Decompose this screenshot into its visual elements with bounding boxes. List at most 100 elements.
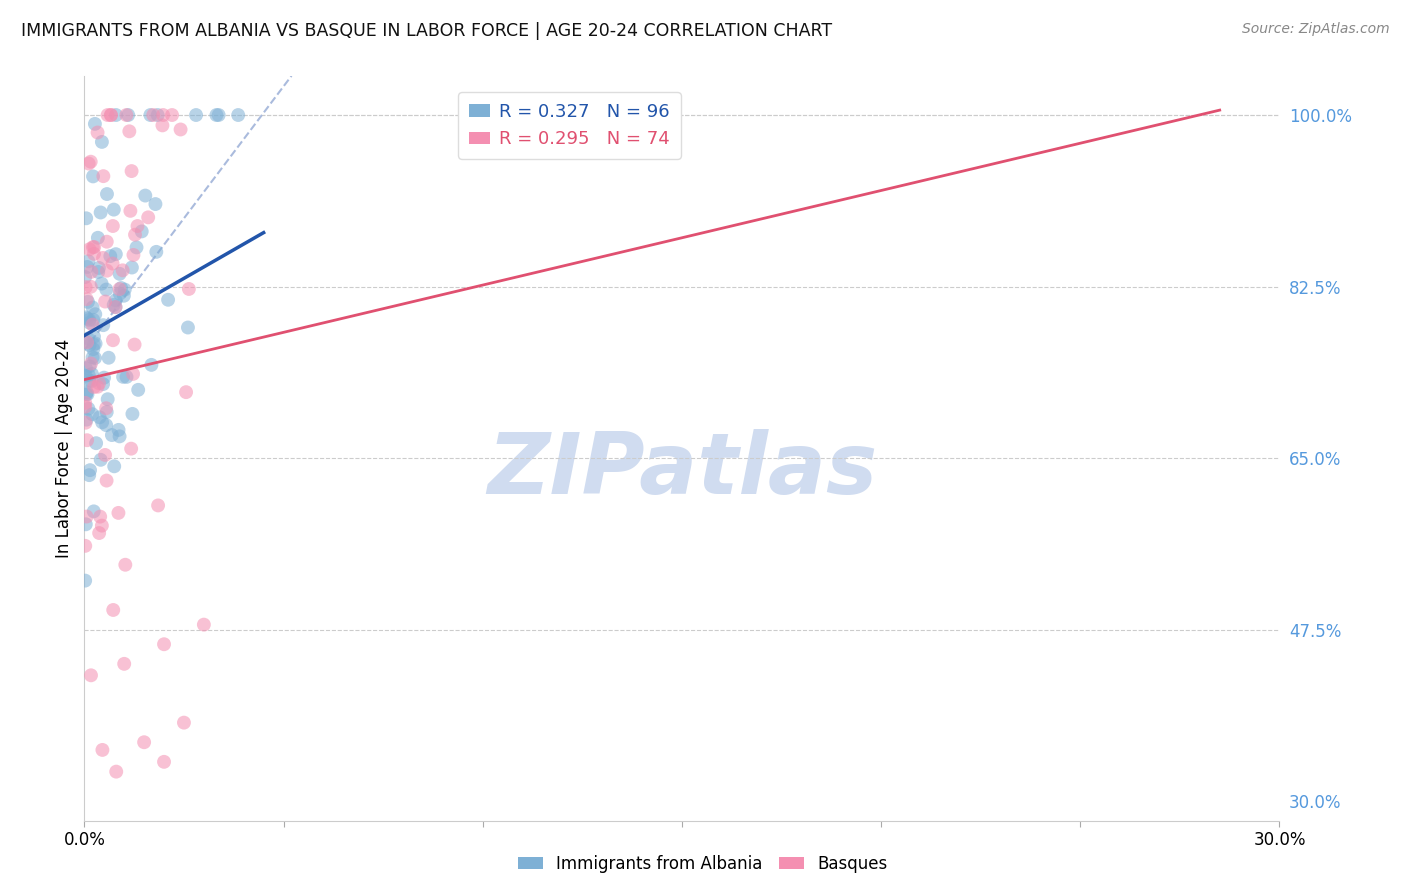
Legend: Immigrants from Albania, Basques: Immigrants from Albania, Basques xyxy=(512,848,894,880)
Point xyxy=(96,283,118,297)
Point xyxy=(184,108,207,122)
Point xyxy=(124,227,146,242)
Point xyxy=(96,405,118,419)
Point xyxy=(77,254,100,268)
Point xyxy=(79,242,101,256)
Point xyxy=(91,377,114,392)
Point xyxy=(80,154,103,169)
Point xyxy=(103,603,125,617)
Point xyxy=(97,108,120,122)
Point xyxy=(87,376,110,391)
Point xyxy=(90,518,112,533)
Point xyxy=(112,289,135,303)
Point xyxy=(153,637,176,651)
Point xyxy=(83,240,105,254)
Point xyxy=(83,380,105,394)
Point xyxy=(80,668,103,682)
Point xyxy=(96,187,118,202)
Point xyxy=(127,219,149,233)
Point xyxy=(77,156,100,170)
Point xyxy=(103,202,125,217)
Point xyxy=(101,219,124,233)
Point xyxy=(75,270,97,285)
Point xyxy=(226,108,249,122)
Text: ZIPatlas: ZIPatlas xyxy=(486,429,877,512)
Point xyxy=(96,474,118,488)
Point xyxy=(90,205,112,219)
Point xyxy=(93,370,115,384)
Point xyxy=(115,370,138,384)
Point xyxy=(152,119,174,133)
Point xyxy=(80,265,103,279)
Point xyxy=(174,385,197,400)
Point xyxy=(112,657,135,671)
Point xyxy=(96,235,118,249)
Point xyxy=(100,108,122,122)
Point xyxy=(75,361,97,376)
Point xyxy=(141,358,163,372)
Point xyxy=(75,334,97,349)
Point xyxy=(145,197,167,211)
Point xyxy=(76,292,98,306)
Point xyxy=(101,428,124,442)
Point xyxy=(91,743,114,757)
Point xyxy=(77,294,100,309)
Point xyxy=(76,412,98,426)
Point xyxy=(86,126,108,140)
Point xyxy=(84,351,107,365)
Point xyxy=(79,463,101,477)
Point xyxy=(132,735,156,749)
Point xyxy=(75,517,97,532)
Point xyxy=(94,448,117,462)
Point xyxy=(90,277,112,291)
Point xyxy=(193,617,215,632)
Point xyxy=(173,715,195,730)
Point xyxy=(89,509,111,524)
Point xyxy=(112,369,135,384)
Point xyxy=(121,260,143,275)
Point xyxy=(97,392,120,407)
Point xyxy=(84,336,107,351)
Point xyxy=(101,333,124,347)
Point xyxy=(101,256,124,270)
Point xyxy=(79,316,101,330)
Text: Source: ZipAtlas.com: Source: ZipAtlas.com xyxy=(1241,22,1389,37)
Point xyxy=(104,300,127,314)
Point xyxy=(82,169,104,184)
Point xyxy=(76,434,98,448)
Point xyxy=(80,357,103,371)
Point xyxy=(177,282,200,296)
Point xyxy=(86,380,108,394)
Point xyxy=(75,211,97,226)
Point xyxy=(104,293,127,308)
Point xyxy=(104,300,127,314)
Point xyxy=(75,416,97,430)
Point xyxy=(96,263,118,277)
Point xyxy=(87,265,110,279)
Point xyxy=(131,224,153,238)
Y-axis label: In Labor Force | Age 20-24: In Labor Force | Age 20-24 xyxy=(55,339,73,558)
Point xyxy=(160,108,183,122)
Point xyxy=(105,764,128,779)
Point xyxy=(121,164,143,178)
Point xyxy=(83,329,105,343)
Point xyxy=(114,283,136,297)
Point xyxy=(103,459,125,474)
Point xyxy=(120,442,142,456)
Point xyxy=(96,418,118,433)
Point xyxy=(142,108,165,122)
Point xyxy=(91,251,114,265)
Point xyxy=(152,108,174,122)
Point xyxy=(80,374,103,388)
Point xyxy=(82,301,104,315)
Point xyxy=(77,368,100,383)
Point xyxy=(91,415,114,429)
Point xyxy=(90,135,112,149)
Point xyxy=(77,332,100,346)
Point xyxy=(208,108,231,122)
Point xyxy=(97,351,120,365)
Point xyxy=(157,293,180,307)
Point xyxy=(108,282,131,296)
Point xyxy=(103,298,125,312)
Point xyxy=(82,351,104,365)
